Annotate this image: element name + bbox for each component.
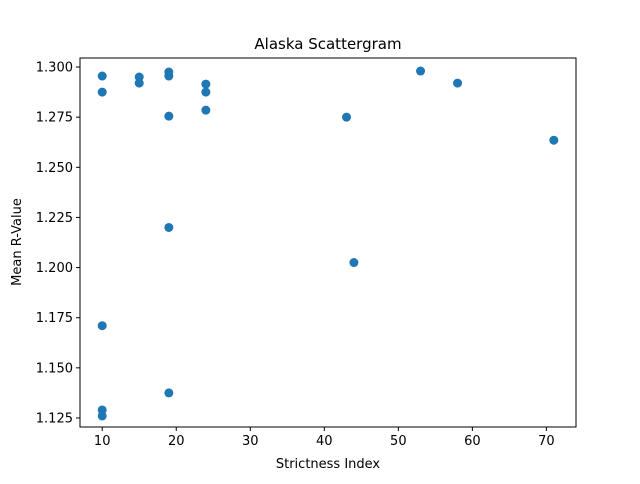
data-point xyxy=(97,71,107,81)
data-point xyxy=(342,112,352,122)
y-axis-ticks: 1.125 1.150 1.175 1.200 1.225 1.250 1.275 1.300 xyxy=(36,61,80,426)
x-tick-label: 40 xyxy=(316,434,333,449)
y-tick-label: 1.275 xyxy=(36,111,73,126)
x-tick-label: 30 xyxy=(242,434,259,449)
data-point xyxy=(164,71,174,81)
x-tick-label: 50 xyxy=(390,434,407,449)
data-point xyxy=(201,79,211,89)
data-point xyxy=(164,222,174,232)
data-point xyxy=(349,258,359,268)
data-point xyxy=(549,135,559,145)
y-tick-label: 1.150 xyxy=(36,361,73,376)
plot-frame xyxy=(79,57,577,428)
data-point xyxy=(164,388,174,398)
data-point xyxy=(97,411,107,421)
y-tick-label: 1.250 xyxy=(36,161,73,176)
chart-title: Alaska Scattergram xyxy=(254,35,401,53)
x-tick-label: 20 xyxy=(168,434,185,449)
y-axis-label: Mean R-Value xyxy=(10,198,25,286)
y-tick-label: 1.200 xyxy=(36,261,73,276)
data-point xyxy=(134,78,144,88)
y-tick-label: 1.125 xyxy=(36,411,73,426)
data-point xyxy=(201,87,211,97)
x-tick-label: 10 xyxy=(94,434,111,449)
data-point xyxy=(97,321,107,331)
data-point xyxy=(453,78,463,88)
points-layer xyxy=(97,66,559,421)
x-axis-label: Strictness Index xyxy=(276,457,381,472)
y-tick-label: 1.225 xyxy=(36,211,73,226)
x-tick-label: 60 xyxy=(464,434,481,449)
data-point xyxy=(97,87,107,97)
data-point xyxy=(201,105,211,115)
x-tick-label: 70 xyxy=(538,434,555,449)
data-point xyxy=(164,111,174,121)
x-axis-ticks: 10 20 30 40 50 60 70 xyxy=(94,427,555,449)
y-tick-label: 1.175 xyxy=(36,311,73,326)
data-point xyxy=(416,66,426,76)
y-tick-label: 1.300 xyxy=(36,61,73,76)
